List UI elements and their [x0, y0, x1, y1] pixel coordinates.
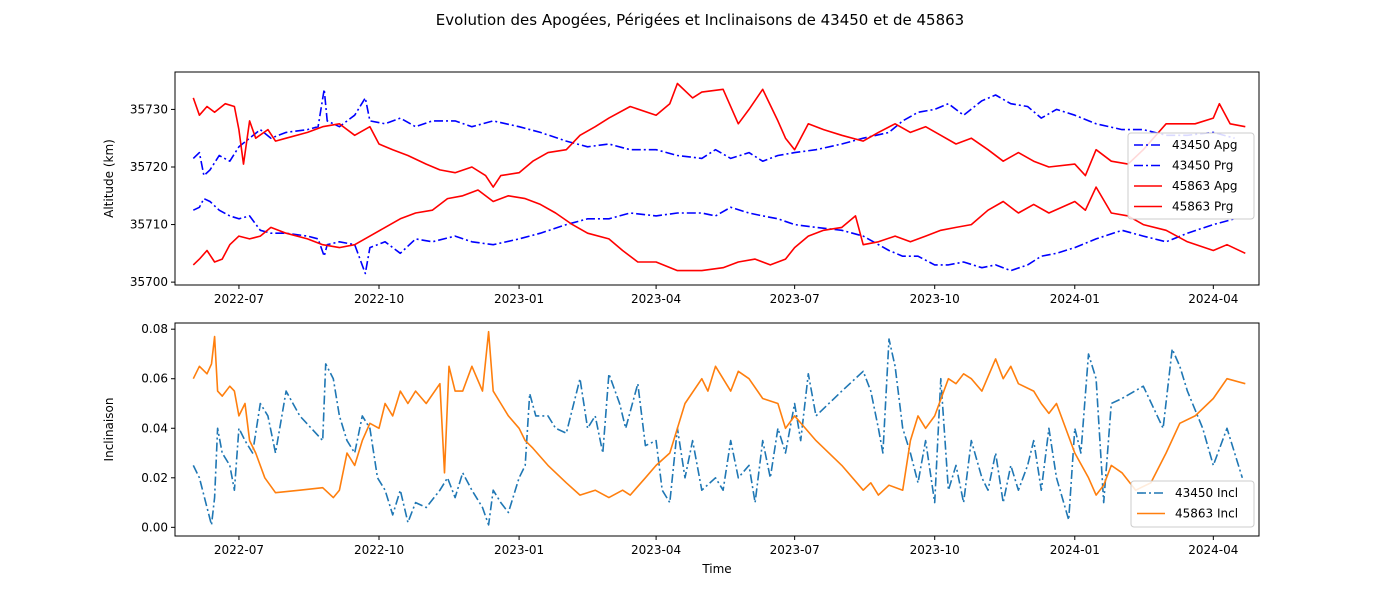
legend-label: 43450 Apg: [1172, 138, 1237, 152]
y-tick-label: 35720: [130, 160, 168, 174]
x-tick-label: 2023-04: [631, 543, 681, 557]
x-tick-label: 2023-10: [910, 292, 960, 306]
series-line-45863-prg: [192, 186, 1246, 272]
legend-box: [1127, 132, 1255, 220]
y-tick-label: 0.04: [141, 421, 168, 435]
x-tick-label: 2024-01: [1050, 543, 1100, 557]
series-line-43450-prg: [192, 197, 1235, 275]
y-tick-label: 35700: [130, 275, 168, 289]
series-line-45863-apg: [192, 82, 1246, 188]
y-tick-label: 0.08: [141, 322, 168, 336]
x-tick-label: 2022-10: [354, 543, 404, 557]
x-tick-label: 2022-07: [214, 292, 264, 306]
x-tick-label: 2023-01: [494, 292, 544, 306]
x-tick-label: 2023-01: [494, 543, 544, 557]
axes-frame: [174, 322, 1260, 537]
y-tick-label: 0.02: [141, 471, 168, 485]
x-axis-label: Time: [701, 562, 731, 576]
x-tick-label: 2023-07: [770, 292, 820, 306]
x-tick-label: 2024-04: [1188, 292, 1238, 306]
series-line-45863-incl: [192, 330, 1246, 499]
y-tick-label: 0.00: [141, 520, 168, 534]
x-tick-label: 2024-04: [1188, 543, 1238, 557]
x-tick-label: 2022-10: [354, 292, 404, 306]
series-line-43450-incl: [192, 338, 1244, 526]
figure-title: Evolution des Apogées, Périgées et Incli…: [436, 11, 964, 29]
inclination-panel: 2022-07 2022-10 2023-01 2023-04 2023-07 2023-…: [102, 322, 1260, 576]
series-line-43450-apg: [192, 88, 1235, 177]
legend-label: 45863 Incl: [1175, 507, 1238, 521]
legend-label: 45863 Prg: [1172, 200, 1233, 214]
y-axis-label: Inclinaison: [102, 398, 116, 462]
legend-label: 43450 Prg: [1172, 159, 1233, 173]
x-tick-label: 2023-04: [631, 292, 681, 306]
legend-label: 45863 Apg: [1172, 179, 1237, 193]
x-tick-label: 2022-07: [214, 543, 264, 557]
y-tick-label: 35730: [130, 102, 168, 116]
altitude-panel: 2022-07 2022-10 2023-01 2023-04 2023-07 2023-…: [102, 71, 1260, 306]
x-tick-label: 2024-01: [1050, 292, 1100, 306]
y-tick-label: 35710: [130, 218, 168, 232]
axes-frame: [174, 71, 1260, 286]
x-tick-label: 2023-07: [770, 543, 820, 557]
y-tick-label: 0.06: [141, 372, 168, 386]
x-tick-label: 2023-10: [910, 543, 960, 557]
legend-label: 43450 Incl: [1175, 486, 1238, 500]
y-axis-label: Altitude (km): [102, 139, 116, 218]
